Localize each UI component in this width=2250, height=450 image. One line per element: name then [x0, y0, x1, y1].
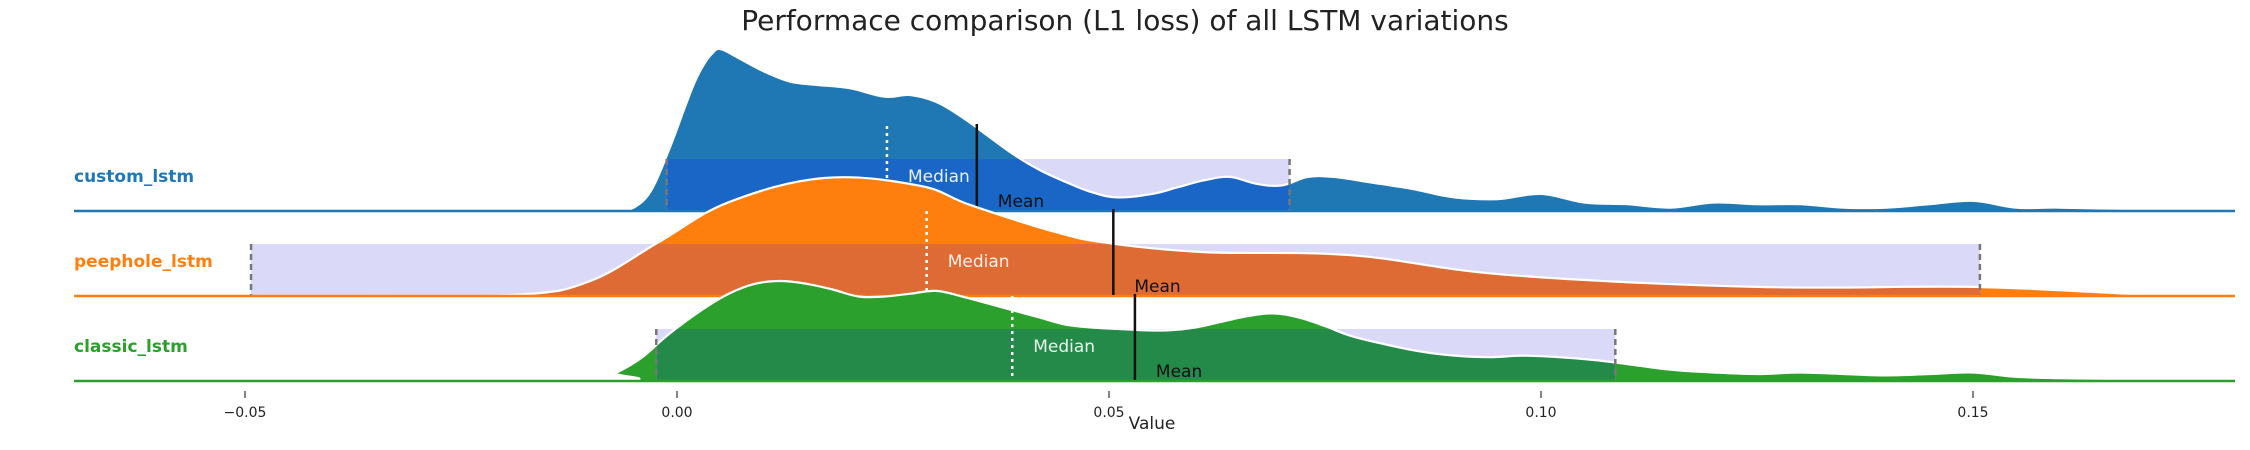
mean-label-peephole_lstm: Mean	[1134, 277, 1180, 297]
row-label-custom_lstm: custom_lstm	[74, 167, 194, 187]
x-tick-label-0: −0.05	[224, 405, 267, 421]
x-tick-label-4: 0.15	[1957, 405, 1988, 421]
ridge-classic_lstm: Median Mean classic_lstm	[72, 279, 2235, 383]
density-outline-custom_lstm	[616, 47, 2233, 213]
ridge-custom_lstm: Median Mean custom_lstm	[74, 47, 2235, 213]
ridge-peephole_lstm: Median Mean peephole_lstm	[72, 176, 2235, 298]
x-tick-label-2: 0.05	[1093, 405, 1124, 421]
chart-title: Performace comparison (L1 loss) of all L…	[741, 4, 1509, 37]
mean-label-classic_lstm: Mean	[1156, 362, 1202, 382]
median-label-classic_lstm: Median	[1033, 337, 1095, 357]
x-axis-label: Value	[1129, 414, 1176, 434]
row-label-classic_lstm: classic_lstm	[74, 337, 188, 357]
median-label-custom_lstm: Median	[908, 167, 970, 187]
x-axis: −0.05 0.00 0.05 0.10 0.15	[224, 391, 1989, 421]
ridges-group: Median Mean custom_lstm Median Mean peephole_…	[72, 47, 2235, 383]
x-tick-label-3: 0.10	[1525, 405, 1556, 421]
x-tick-label-1: 0.00	[661, 405, 692, 421]
density-outline-classic_lstm	[72, 279, 2233, 383]
row-label-peephole_lstm: peephole_lstm	[74, 252, 213, 272]
median-label-peephole_lstm: Median	[948, 252, 1010, 272]
mean-label-custom_lstm: Mean	[998, 192, 1044, 212]
